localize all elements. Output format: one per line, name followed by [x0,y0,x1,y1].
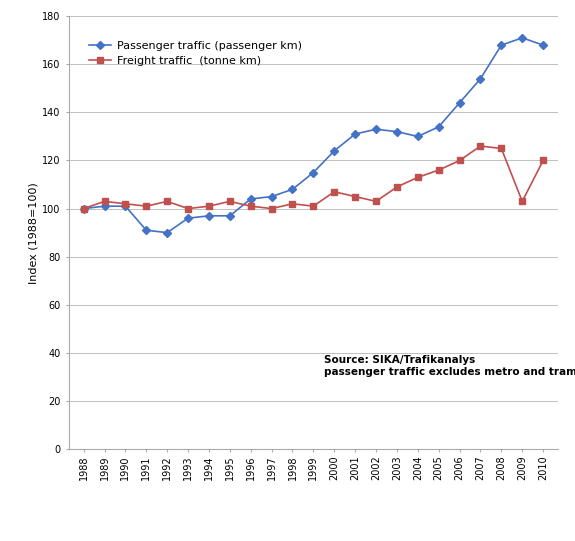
Freight traffic  (tonne km) [227,198,233,204]
Passenger traffic (passenger km) [540,42,547,48]
Freight traffic  (tonne km) [519,198,526,204]
Freight traffic  (tonne km) [185,206,191,212]
Freight traffic  (tonne km) [289,201,296,207]
Freight traffic  (tonne km) [393,184,400,190]
Y-axis label: Index (1988=100): Index (1988=100) [28,182,38,283]
Freight traffic  (tonne km) [164,198,171,204]
Passenger traffic (passenger km) [101,203,108,209]
Freight traffic  (tonne km) [122,201,129,207]
Freight traffic  (tonne km) [456,157,463,164]
Freight traffic  (tonne km) [435,167,442,173]
Passenger traffic (passenger km) [331,148,338,154]
Freight traffic  (tonne km) [310,203,317,209]
Freight traffic  (tonne km) [331,188,338,195]
Passenger traffic (passenger km) [247,196,254,202]
Passenger traffic (passenger km) [352,131,359,137]
Passenger traffic (passenger km) [393,128,400,135]
Passenger traffic (passenger km) [185,215,191,221]
Line: Passenger traffic (passenger km): Passenger traffic (passenger km) [81,35,546,235]
Passenger traffic (passenger km) [227,213,233,219]
Freight traffic  (tonne km) [80,206,87,212]
Passenger traffic (passenger km) [519,35,526,41]
Passenger traffic (passenger km) [477,76,484,82]
Passenger traffic (passenger km) [435,123,442,130]
Freight traffic  (tonne km) [247,203,254,209]
Passenger traffic (passenger km) [498,42,505,48]
Text: Source: SIKA/Trafikanalys
passenger traffic excludes metro and trams: Source: SIKA/Trafikanalys passenger traf… [324,355,575,377]
Freight traffic  (tonne km) [498,145,505,151]
Freight traffic  (tonne km) [415,174,421,181]
Passenger traffic (passenger km) [373,126,380,133]
Freight traffic  (tonne km) [477,143,484,149]
Passenger traffic (passenger km) [289,186,296,193]
Passenger traffic (passenger km) [415,133,421,140]
Freight traffic  (tonne km) [143,203,150,209]
Passenger traffic (passenger km) [122,203,129,209]
Passenger traffic (passenger km) [143,227,150,234]
Freight traffic  (tonne km) [540,157,547,164]
Freight traffic  (tonne km) [268,206,275,212]
Passenger traffic (passenger km) [310,169,317,176]
Legend: Passenger traffic (passenger km), Freight traffic  (tonne km): Passenger traffic (passenger km), Freigh… [89,41,302,65]
Passenger traffic (passenger km) [456,100,463,106]
Passenger traffic (passenger km) [268,193,275,200]
Passenger traffic (passenger km) [164,229,171,236]
Freight traffic  (tonne km) [205,203,212,209]
Freight traffic  (tonne km) [352,193,359,200]
Line: Freight traffic  (tonne km): Freight traffic (tonne km) [81,143,546,212]
Passenger traffic (passenger km) [80,206,87,212]
Passenger traffic (passenger km) [205,213,212,219]
Freight traffic  (tonne km) [101,198,108,204]
Freight traffic  (tonne km) [373,198,380,204]
